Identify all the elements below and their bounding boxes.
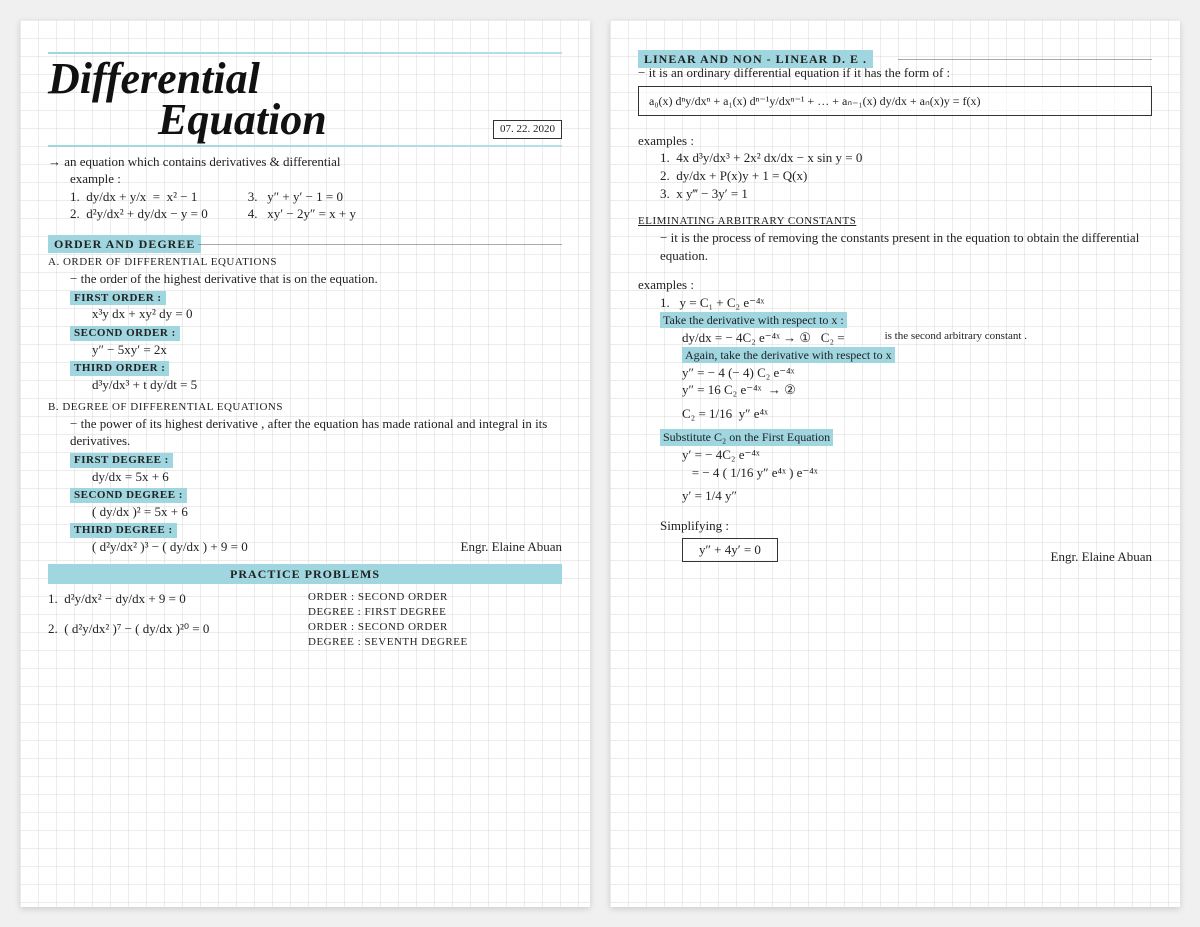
elim-s3a: dy/dx = − 4C₂ e⁻⁴ˣ → ① C₂ = [682, 329, 845, 347]
definition: → an equation which contains derivatives… [48, 153, 562, 171]
simplify-label: Simplifying : [660, 517, 1152, 535]
second-degree-eq: ( dy/dx )² = 5x + 6 [92, 503, 562, 521]
elim-examples-label: examples : [638, 276, 1152, 294]
p1-eq: 1. d²y/dx² − dy/dx + 9 = 0 [48, 590, 268, 620]
general-form: a₀(x) dⁿy/dxⁿ + a₁(x) dⁿ⁻¹y/dxⁿ⁻¹ + … + … [638, 86, 1152, 116]
order-sub: A. ORDER OF DIFFERENTIAL EQUATIONS [48, 255, 562, 270]
third-order-eq: d³y/dx³ + t dy/dt = 5 [92, 376, 562, 394]
elim-s1: 1. y = C₁ + C₂ e⁻⁴ˣ [660, 294, 1152, 312]
examples-label: examples : [638, 132, 1152, 150]
elim-s8: Substitute C₂ on the First Equation [660, 429, 833, 445]
third-degree-label: THIRD DEGREE : [70, 523, 177, 538]
first-order-label: FIRST ORDER : [70, 291, 166, 306]
right-page: LINEAR AND NON - LINEAR D. E . − it is a… [610, 20, 1180, 907]
title-row: Differential Equation 07. 22. 2020 [48, 60, 562, 143]
ex1: 1. dy/dx + y/x = x² − 1 [70, 188, 208, 206]
examples-grid: 1. dy/dx + y/x = x² − 1 2. d²y/dx² + dy/… [70, 188, 562, 223]
elim-s2: Take the derivative with respect to x : [660, 312, 847, 328]
p1-degree: DEGREE : FIRST DEGREE [308, 605, 448, 620]
elim-s6: y″ = 16 C₂ e⁻⁴ˣ → ② [682, 381, 1152, 399]
second-order-label: SECOND ORDER : [70, 326, 180, 341]
elim-s4: Again, take the derivative with respect … [682, 347, 895, 363]
second-degree-label: SECOND DEGREE : [70, 488, 187, 503]
elim-s10: = − 4 ( 1/16 y″ e⁴ˣ ) e⁻⁴ˣ [682, 464, 1152, 482]
first-degree-label: FIRST DEGREE : [70, 453, 173, 468]
second-order-eq: y″ − 5xy′ = 2x [92, 341, 562, 359]
notebook-spread: Differential Equation 07. 22. 2020 → an … [20, 20, 1180, 907]
third-order-label: THIRD ORDER : [70, 361, 169, 376]
first-degree-eq: dy/dx = 5x + 6 [92, 468, 562, 486]
under-rule [48, 145, 562, 147]
elim-s11: y′ = 1/4 y″ [682, 487, 1152, 505]
practice-2: 2. ( d²y/dx² )⁷ − ( dy/dx )²⁰ = 0 ORDER … [48, 620, 562, 650]
r-ex1: 1. 4x d³y/dx³ + 2x² dx/dx − x sin y = 0 [660, 149, 1152, 167]
p2-degree: DEGREE : SEVENTH DEGREE [308, 635, 468, 650]
order-def: − the order of the highest derivative th… [70, 270, 562, 288]
elim-s9: y′ = − 4C₂ e⁻⁴ˣ [682, 446, 1152, 464]
order-degree-heading: ORDER AND DEGREE [48, 235, 201, 253]
elim-s7: C₂ = 1/16 y″ e⁴ˣ [682, 405, 1152, 423]
result-box: y″ + 4y′ = 0 [682, 538, 778, 562]
degree-def: − the power of its highest derivative , … [70, 415, 562, 450]
ex4: 4. xy′ − 2y″ = x + y [248, 205, 356, 223]
elim-s3b: is the second arbitrary constant . [885, 329, 1027, 347]
elim-s5: y″ = − 4 (− 4) C₂ e⁻⁴ˣ [682, 364, 1152, 382]
author-left: Engr. Elaine Abuan [461, 538, 562, 556]
title-line1: Differential [48, 60, 485, 97]
author-right: Engr. Elaine Abuan [1051, 548, 1152, 566]
ex2: 2. d²y/dx² + dy/dx − y = 0 [70, 205, 208, 223]
p1-order: ORDER : SECOND ORDER [308, 590, 448, 605]
date-box: 07. 22. 2020 [493, 120, 562, 139]
left-page: Differential Equation 07. 22. 2020 → an … [20, 20, 590, 907]
r-ex3: 3. x y‴ − 3y′ = 1 [660, 185, 1152, 203]
practice-heading: PRACTICE PROBLEMS [48, 564, 562, 584]
elim-def: − it is the process of removing the cons… [660, 229, 1152, 264]
practice-1: 1. d²y/dx² − dy/dx + 9 = 0 ORDER : SECON… [48, 590, 562, 620]
elim-heading: ELIMINATING ARBITRARY CONSTANTS [638, 214, 1152, 229]
linear-def: − it is an ordinary differential equatio… [638, 64, 1152, 82]
p2-order: ORDER : SECOND ORDER [308, 620, 468, 635]
p2-eq: 2. ( d²y/dx² )⁷ − ( dy/dx )²⁰ = 0 [48, 620, 268, 650]
ex3: 3. y″ + y′ − 1 = 0 [248, 188, 356, 206]
title-line2: Equation [48, 101, 485, 138]
example-label: example : [70, 170, 562, 188]
third-degree-eq: ( d²y/dx² )³ − ( dy/dx ) + 9 = 0 [92, 538, 421, 556]
degree-sub: B. DEGREE OF DIFFERENTIAL EQUATIONS [48, 400, 562, 415]
r-ex2: 2. dy/dx + P(x)y + 1 = Q(x) [660, 167, 1152, 185]
elim-s3: dy/dx = − 4C₂ e⁻⁴ˣ → ① C₂ = is the secon… [682, 329, 1152, 347]
first-order-eq: x³y dx + xy² dy = 0 [92, 305, 562, 323]
